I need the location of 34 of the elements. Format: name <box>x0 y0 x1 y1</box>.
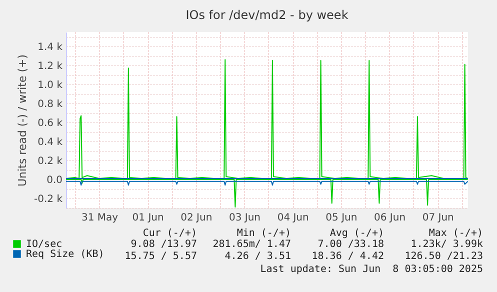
x-tick-label: 01 Jun <box>132 212 164 224</box>
text: 9.08 /13.97 <box>130 239 197 251</box>
x-tick-label: 02 Jun <box>180 212 212 224</box>
y-tick-label: 0.6 k <box>38 118 63 129</box>
y-tick-label: 0.8 k <box>38 98 63 110</box>
text: 18.36 / 4.42 <box>312 251 384 263</box>
y-tick-label: 1.0 k <box>38 80 63 91</box>
text: Cur (-/+) <box>142 228 197 240</box>
text: Last update: Sun Jun 8 03:05:00 2025 <box>260 264 483 276</box>
text: 7.00 /33.18 <box>318 239 384 251</box>
chart-title: IOs for /dev/md2 - by week <box>186 8 348 22</box>
text: 15.75 / 5.57 <box>124 251 197 263</box>
y-axis-title: Units read (-) / write (+) <box>16 54 30 187</box>
x-tick-label: 03 Jun <box>228 212 261 224</box>
legend-label: IO/sec <box>26 239 62 250</box>
y-tick-label: 0.0 <box>46 174 62 186</box>
y-tick-label: 0.2 k <box>38 156 63 167</box>
text: 281.65m/ 1.47 <box>212 239 291 251</box>
legend-label: Req Size (KB) <box>26 249 104 260</box>
x-tick-label: 04 Jun <box>277 212 309 224</box>
y-tick-label: 1.4 k <box>38 42 63 53</box>
text: 126.50 /21.23 <box>404 251 483 263</box>
x-tick-label: 31 May <box>81 212 118 224</box>
text: 1.23k/ 3.99k <box>410 239 483 251</box>
text: 4.26 / 3.51 <box>224 251 291 263</box>
text: Min (-/+) <box>236 228 291 240</box>
x-tick-label: 06 Jun <box>374 212 406 224</box>
y-tick-label: 1.2 k <box>38 60 63 72</box>
text: Max (-/+) <box>428 228 483 239</box>
x-tick-label: 05 Jun <box>326 212 358 224</box>
y-tick-label: -0.2 k <box>34 194 63 205</box>
x-tick-label: 07 Jun <box>422 212 454 224</box>
y-tick-label: 0.4 k <box>38 136 63 148</box>
text: Avg (-/+) <box>330 228 384 240</box>
